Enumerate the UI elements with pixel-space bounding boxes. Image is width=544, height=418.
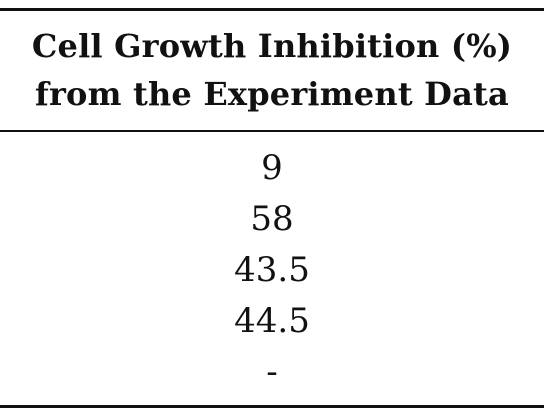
table-row: -: [266, 352, 278, 392]
header-rule: [0, 130, 544, 132]
column-header-line-2: from the Experiment Data: [35, 75, 509, 113]
table-row: 9: [261, 148, 283, 188]
column-header-line-1: Cell Growth Inhibition (%): [31, 27, 513, 65]
bottom-rule: [0, 405, 544, 408]
top-rule: [0, 8, 544, 11]
column-header: Cell Growth Inhibition (%) from the Expe…: [0, 22, 544, 118]
table-row: 44.5: [234, 301, 310, 341]
table-row: 43.5: [234, 250, 310, 290]
table-body: 9 58 43.5 44.5 -: [0, 143, 544, 398]
table-row: 58: [250, 199, 294, 239]
